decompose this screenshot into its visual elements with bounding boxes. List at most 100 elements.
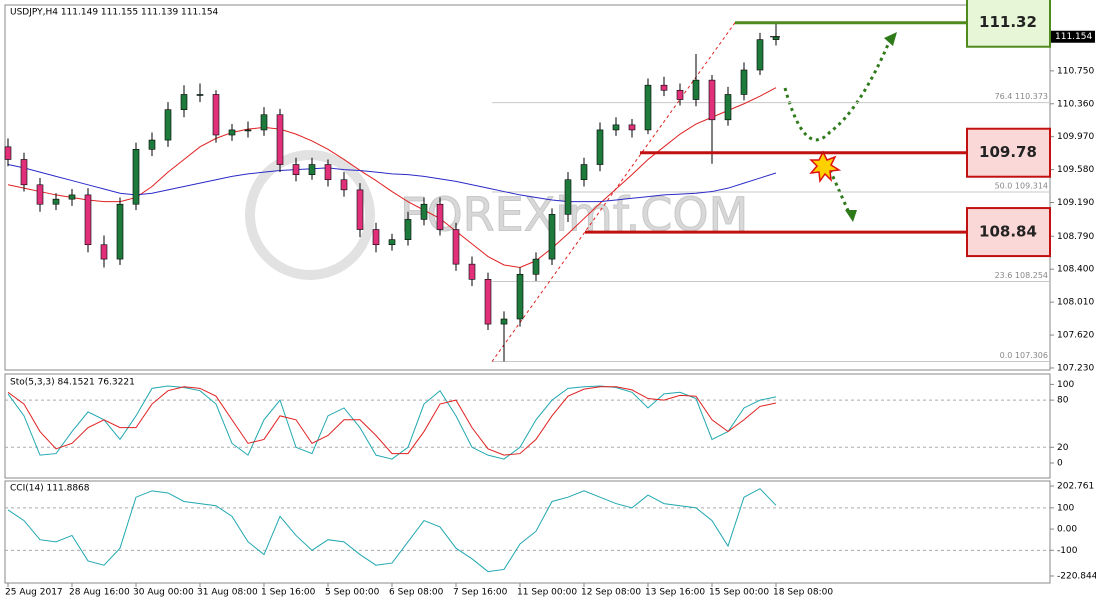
fib-label: 76.4 110.373 xyxy=(995,92,1048,101)
x-tick-label: 31 Aug 08:00 xyxy=(197,588,258,598)
y-tick-label: 108.010 xyxy=(1057,298,1094,308)
candle-body xyxy=(212,94,220,136)
candle-body xyxy=(388,239,396,246)
candle-body xyxy=(692,79,700,100)
candle-body xyxy=(724,94,732,121)
x-tick-label: 6 Sep 08:00 xyxy=(389,588,444,598)
candle-body xyxy=(180,94,188,110)
candle-body xyxy=(228,129,236,136)
candle-body xyxy=(468,263,476,280)
candle-body xyxy=(452,229,460,265)
x-tick-label: 30 Aug 00:00 xyxy=(133,588,194,598)
candle-body xyxy=(516,273,524,320)
candle-body xyxy=(596,129,604,165)
x-tick-label: 15 Sep 00:00 xyxy=(709,588,769,598)
candle-body xyxy=(244,129,252,132)
last-price-box xyxy=(1051,30,1095,43)
watermark-logo xyxy=(245,150,375,280)
x-tick-label: 25 Aug 2017 xyxy=(5,588,63,598)
x-tick-label: 5 Sep 00:00 xyxy=(325,588,380,598)
candle-body xyxy=(116,203,124,260)
key-level-box xyxy=(966,207,1051,258)
y-tick-label: 107.230 xyxy=(1057,363,1094,373)
y-tick-label: 108.400 xyxy=(1057,265,1094,275)
candle-body xyxy=(500,318,508,325)
candle-body xyxy=(484,279,492,325)
x-tick-label: 1 Sep 16:00 xyxy=(261,588,316,598)
x-tick-label: 13 Sep 16:00 xyxy=(645,588,705,598)
y-tick-label: 109.190 xyxy=(1057,198,1094,208)
candle-body xyxy=(340,179,348,191)
y-tick-label: 108.790 xyxy=(1057,232,1094,242)
candle-body xyxy=(148,139,156,150)
chart-title: USDJPY,H4 111.149 111.155 111.139 111.15… xyxy=(10,8,219,18)
candle-body xyxy=(292,164,300,175)
candle-body xyxy=(580,164,588,181)
y-tick-label: -100 xyxy=(1057,546,1078,556)
x-tick-label: 28 Aug 16:00 xyxy=(69,588,130,598)
stochastic-panel xyxy=(4,373,1051,479)
candle-body xyxy=(372,229,380,246)
key-level-label: 111.32 xyxy=(979,13,1037,31)
y-tick-label: 0.00 xyxy=(1057,525,1077,535)
break-icon xyxy=(809,150,842,184)
indicator-line xyxy=(7,386,777,456)
candle-body xyxy=(260,114,268,131)
fib-label: 0.0 107.306 xyxy=(1000,351,1048,360)
y-tick-label: 109.580 xyxy=(1057,165,1094,175)
key-level-box xyxy=(966,127,1051,178)
candle-body xyxy=(564,179,572,215)
y-tick-label: 100 xyxy=(1057,503,1074,513)
candle-body xyxy=(436,203,444,230)
candle-body xyxy=(676,89,684,100)
candle-body xyxy=(4,146,12,160)
cci-panel xyxy=(4,480,1051,584)
candle-body xyxy=(20,159,28,186)
candle-body xyxy=(308,164,316,175)
y-tick-label: 110.750 xyxy=(1057,66,1094,76)
key-level-label: 109.78 xyxy=(979,143,1037,161)
candle-body xyxy=(100,244,108,260)
candle-body xyxy=(68,194,76,200)
y-tick-label: 202.761 xyxy=(1057,482,1094,492)
y-tick-label: 0 xyxy=(1057,459,1063,469)
y-tick-label: 107.620 xyxy=(1057,331,1094,341)
candle-body xyxy=(628,124,636,131)
candle-body xyxy=(356,189,364,230)
candle-body xyxy=(196,94,204,96)
candle-body xyxy=(756,39,764,71)
stochastic-title: Sto(5,3,3) 84.1521 76.3221 xyxy=(10,378,135,388)
candle-body xyxy=(660,84,668,91)
candle-body xyxy=(84,194,92,246)
y-tick-label: 80 xyxy=(1057,396,1069,406)
y-tick-label: 20 xyxy=(1057,443,1069,453)
candle-body xyxy=(404,219,412,240)
arrow-head xyxy=(884,32,897,46)
x-tick-label: 11 Sep 00:00 xyxy=(517,588,577,598)
y-tick-label: 100 xyxy=(1057,380,1074,390)
cci-title: CCI(14) 111.8868 xyxy=(10,484,90,494)
x-tick-label: 18 Sep 08:00 xyxy=(773,588,833,598)
key-level-box xyxy=(966,0,1051,48)
candle-body xyxy=(420,203,428,220)
candle-body xyxy=(132,149,140,205)
key-level-label: 108.84 xyxy=(979,223,1037,241)
candle-body xyxy=(164,109,172,141)
fib-label: 23.6 108.254 xyxy=(995,271,1048,280)
y-tick-label: -220.8447 xyxy=(1057,572,1096,582)
candle-body xyxy=(644,84,652,131)
x-tick-label: 12 Sep 08:00 xyxy=(581,588,641,598)
candle-body xyxy=(52,198,60,205)
y-tick-label: 109.970 xyxy=(1057,132,1094,142)
y-tick-label: 110.360 xyxy=(1057,99,1094,109)
candle-body xyxy=(612,124,620,131)
candle-body xyxy=(548,214,556,260)
forecast-arrows xyxy=(783,39,892,216)
candle-body xyxy=(740,69,748,95)
candle-body xyxy=(324,164,332,181)
last-price-label: 111.154 xyxy=(1055,32,1092,42)
fib-label: 50.0 109.314 xyxy=(995,182,1048,191)
arrow-head xyxy=(845,210,857,222)
